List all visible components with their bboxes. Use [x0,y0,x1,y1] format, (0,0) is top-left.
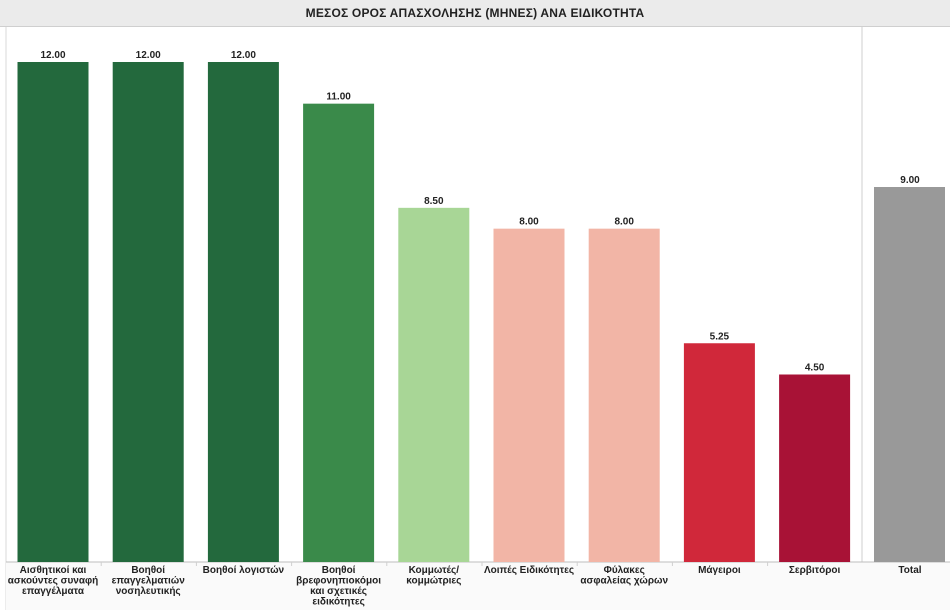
category-label-line: Σερβιτόροι [789,565,841,576]
category-label: Βοηθοί επαγγελματιών νοσηλευτικής [112,565,186,597]
category-label-line: επαγγελματιών [112,576,186,587]
category-label-line: Φύλακες [604,565,645,576]
category-label-line: νοσηλευτικής [116,586,181,597]
category-label-band [6,562,950,610]
data-label: 8.00 [519,217,539,228]
bar [112,62,184,562]
category-label-line: ασκούντες συναφή [8,576,99,587]
bar [17,62,89,562]
category-label-line: ασφαλείας χώρων [580,576,668,587]
category-label-line: ειδικότητες [312,597,364,608]
category-label-line: Βοηθοί [322,565,356,576]
category-label-line: Μάγειροι [698,565,741,576]
category-label: Κομμωτές/κομμώτριες [406,565,461,587]
chart-title: ΜΕΣΟΣ ΟΡΟΣ ΑΠΑΣΧΟΛΗΣΗΣ (ΜΗΝΕΣ) ΑΝΑ ΕΙΔΙΚ… [0,0,950,27]
bar [588,228,660,562]
total-bar [874,187,945,562]
total-category-label: Total [898,565,921,576]
category-label-line: βρεφονηπιοκόμοι [296,576,381,587]
bar [683,343,755,562]
bar [779,374,851,562]
total-data-label: 9.00 [900,175,920,186]
data-label: 11.00 [326,92,351,103]
category-label: Μάγειροι [698,565,741,576]
bar [303,103,375,563]
bar [207,62,279,562]
category-label-line: επαγγέλματα [22,586,85,597]
data-label: 12.00 [40,50,65,61]
category-label-line: και σχετικές [310,586,367,597]
category-label: Αισθητικοί και ασκούντες συναφή επαγγέλματ… [8,565,99,597]
category-label: Σερβιτόροι [789,565,841,576]
data-label: 12.00 [136,50,161,61]
category-label-line: κομμώτριες [406,576,461,587]
bar [493,228,565,562]
category-label: Λοιπές Ειδικότητες [484,565,574,576]
data-label: 8.00 [614,217,634,228]
category-label-line: Κομμωτές/ [409,565,460,576]
data-label: 4.50 [805,363,825,374]
category-label-line: Βοηθοί λογιστών [203,565,285,576]
category-label: Βοηθοί βρεφονηπιοκόμοι και σχετικές ειδικότ… [296,565,381,608]
category-label-line: Λοιπές Ειδικότητες [484,565,574,576]
category-label-line: Βοηθοί [131,565,165,576]
category-label: Φύλακες ασφαλείας χώρων [580,565,668,587]
data-label: 8.50 [424,196,444,207]
category-label-line: Αισθητικοί και [20,565,87,576]
data-label: 5.25 [710,331,730,342]
category-label: Βοηθοί λογιστών [203,565,285,576]
data-label: 12.00 [231,50,256,61]
bar [398,207,470,563]
